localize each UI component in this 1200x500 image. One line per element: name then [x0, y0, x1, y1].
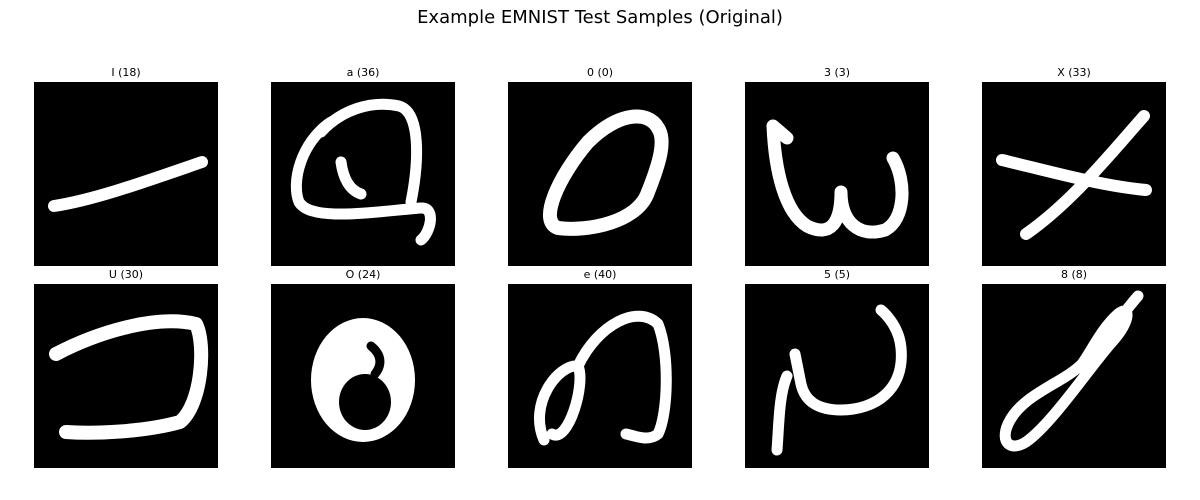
sample-cell: 8 (8) [982, 268, 1166, 468]
sample-label: X (33) [1057, 66, 1091, 79]
sample-label: 5 (5) [823, 268, 851, 281]
handwritten-stroke-icon [534, 310, 672, 446]
handwritten-stroke-icon [999, 290, 1144, 452]
sample-image [745, 82, 929, 266]
handwritten-stroke-icon [311, 318, 415, 442]
sample-label: 8 (8) [1060, 268, 1088, 281]
sample-label: 3 (3) [823, 66, 851, 79]
handwritten-stroke-icon [771, 304, 907, 456]
figure-title: Example EMNIST Test Samples (Original) [417, 7, 783, 28]
handwritten-stroke-icon [48, 156, 208, 212]
sample-cell: O (24) [271, 268, 455, 468]
sample-cell: e (40) [508, 268, 692, 468]
sample-image [271, 82, 455, 266]
sample-image [508, 82, 692, 266]
sample-label: O (24) [345, 268, 381, 281]
sample-cell: 0 (0) [508, 66, 692, 266]
sample-image [982, 82, 1166, 266]
sample-cell: a (36) [271, 66, 455, 266]
handwritten-stroke-icon [996, 110, 1152, 240]
sample-label: e (40) [583, 268, 617, 281]
sample-label: I (18) [111, 66, 141, 79]
handwritten-stroke-icon [766, 119, 909, 239]
sample-cell: X (33) [982, 66, 1166, 266]
sample-cell: 3 (3) [745, 66, 929, 266]
sample-image [508, 284, 692, 468]
handwritten-stroke-icon [49, 314, 209, 440]
handwritten-stroke-icon [542, 109, 669, 236]
sample-image [34, 284, 218, 468]
sample-image [271, 284, 455, 468]
sample-cell: 5 (5) [745, 268, 929, 468]
sample-image [34, 82, 218, 266]
sample-label: U (30) [108, 268, 144, 281]
sample-image [745, 284, 929, 468]
sample-label: 0 (0) [586, 66, 614, 79]
sample-label: a (36) [346, 66, 380, 79]
sample-cell: I (18) [34, 66, 218, 266]
sample-cell: U (30) [34, 268, 218, 468]
sample-image [982, 284, 1166, 468]
handwritten-stroke-icon [290, 98, 436, 246]
